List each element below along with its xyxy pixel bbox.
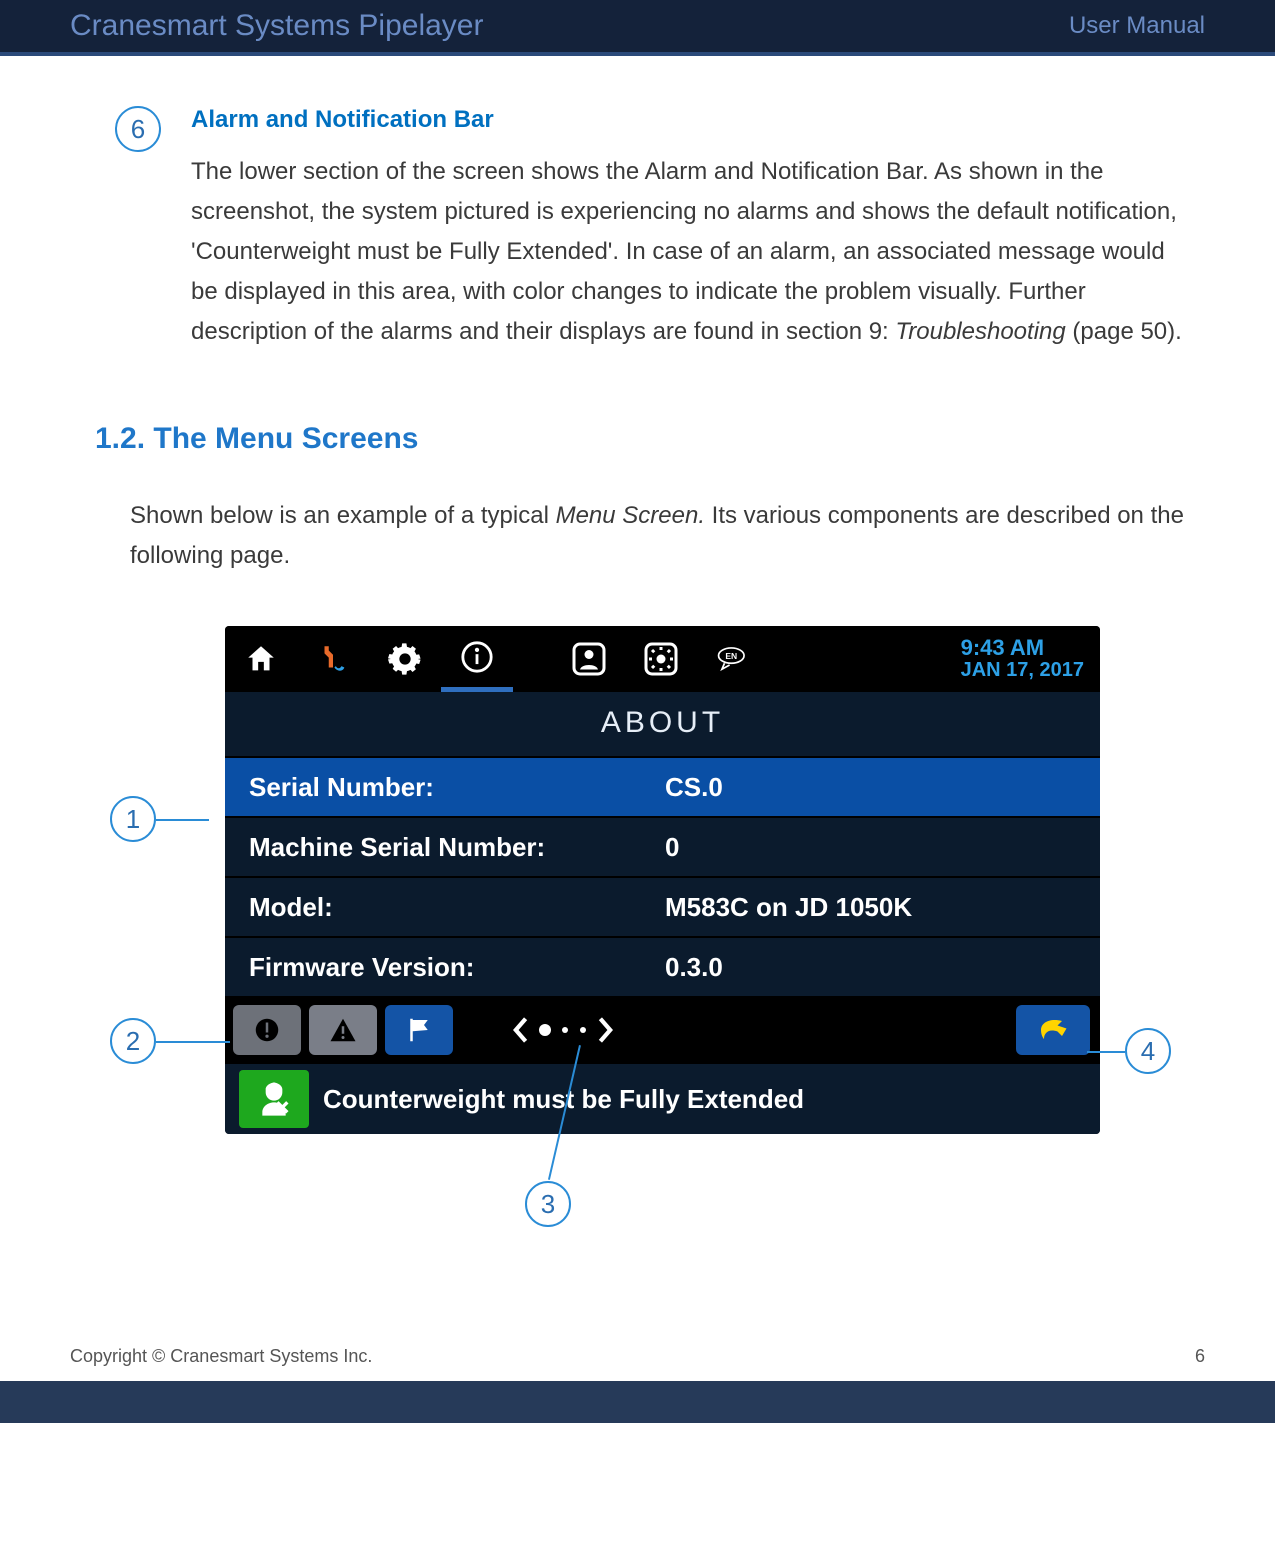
svg-text:EN: EN (725, 651, 737, 661)
row-value: M583C on JD 1050K (665, 892, 1100, 923)
alert-info-icon[interactable] (233, 1005, 301, 1055)
warning-icon[interactable] (309, 1005, 377, 1055)
row-machine-serial[interactable]: Machine Serial Number: 0 (225, 816, 1100, 876)
row-serial-number[interactable]: Serial Number: CS.0 (225, 756, 1100, 816)
row-value: CS.0 (665, 772, 1100, 803)
notification-bar: Counterweight must be Fully Extended (225, 1062, 1100, 1134)
callout-4: 4 (1125, 1028, 1171, 1074)
doc-header: Cranesmart Systems Pipelayer User Manual (0, 0, 1275, 56)
device-screen: EN 9:43 AM JAN 17, 2017 ABOUT Serial Num… (225, 626, 1100, 1134)
gear-icon[interactable] (369, 626, 441, 692)
brightness-icon[interactable] (625, 626, 697, 692)
row-firmware[interactable]: Firmware Version: 0.3.0 (225, 936, 1100, 996)
time-label: 9:43 AM (961, 637, 1084, 659)
home-icon[interactable] (225, 626, 297, 692)
intro-text: Shown below is an example of a typical M… (130, 496, 1195, 576)
doc-subtitle: User Manual (1069, 12, 1205, 40)
screen-title: ABOUT (225, 692, 1100, 756)
row-key: Machine Serial Number: (225, 832, 665, 863)
figure-menu-screen: EN 9:43 AM JAN 17, 2017 ABOUT Serial Num… (70, 626, 1205, 1246)
section6-text-post: (page 50). (1066, 318, 1182, 345)
callout-2-line (156, 1041, 230, 1043)
callout-6: 6 (115, 106, 161, 152)
back-button[interactable] (1016, 1005, 1090, 1055)
section6-body: The lower section of the screen shows th… (191, 152, 1195, 352)
info-icon[interactable] (441, 626, 513, 692)
heading-1-2: 1.2. The Menu Screens (95, 422, 1205, 456)
flag-icon[interactable] (385, 1005, 453, 1055)
doc-title: Cranesmart Systems Pipelayer (70, 9, 483, 43)
callout-1-line (156, 819, 209, 821)
row-key: Model: (225, 892, 665, 923)
row-value: 0 (665, 832, 1100, 863)
notification-ok-icon (239, 1070, 309, 1128)
device-lower-bar (225, 996, 1100, 1062)
callout-1: 1 (110, 796, 156, 842)
device-toolbar: EN 9:43 AM JAN 17, 2017 (225, 626, 1100, 692)
row-key: Firmware Version: (225, 952, 665, 983)
row-key: Serial Number: (225, 772, 665, 803)
row-value: 0.3.0 (665, 952, 1100, 983)
crane-icon[interactable] (297, 626, 369, 692)
callout-3: 3 (525, 1181, 571, 1227)
section6-text-em: Troubleshooting (895, 318, 1065, 345)
language-icon[interactable]: EN (697, 626, 769, 692)
bottom-band (0, 1381, 1275, 1423)
callout-2: 2 (110, 1018, 156, 1064)
page-number: 6 (1195, 1346, 1205, 1367)
doc-content: 6 Alarm and Notification Bar The lower s… (0, 56, 1275, 1336)
user-icon[interactable] (553, 626, 625, 692)
copyright: Copyright © Cranesmart Systems Inc. (70, 1346, 372, 1367)
datetime: 9:43 AM JAN 17, 2017 (961, 637, 1100, 681)
intro-em: Menu Screen. (556, 502, 705, 529)
row-model[interactable]: Model: M583C on JD 1050K (225, 876, 1100, 936)
doc-footer: Copyright © Cranesmart Systems Inc. 6 (0, 1336, 1275, 1381)
section-alarm-bar: 6 Alarm and Notification Bar The lower s… (70, 106, 1205, 352)
callout-4-line (1087, 1051, 1125, 1053)
date-label: JAN 17, 2017 (961, 659, 1084, 681)
section6-title: Alarm and Notification Bar (191, 106, 1195, 134)
section6-text-pre: The lower section of the screen shows th… (191, 158, 1177, 345)
page-indicator[interactable] (453, 1016, 673, 1044)
intro-pre: Shown below is an example of a typical (130, 502, 556, 529)
